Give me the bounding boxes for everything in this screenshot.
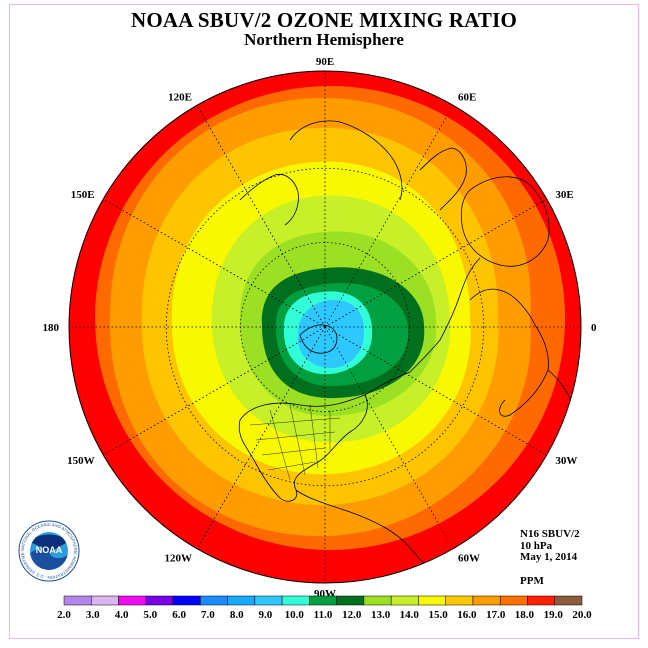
arabia-coast [460,176,550,267]
longitude-label: 30E [555,189,573,201]
colorbar: 2.0 3.0 4.0 5.0 6.0 7.0 8.0 9.0 10.0 11.0 12.0 13.0… [57,595,592,621]
meridian-line [324,326,454,549]
colorbar-swatch [227,595,256,606]
colorbar-swatch [336,595,365,606]
colorbar-tick-label: 16.0 [457,609,477,621]
greenland-atlantic-coast [364,257,481,396]
india-coast [419,147,467,211]
date-label: May 1, 2014 [520,551,578,563]
contour-band-9 [297,299,365,368]
logo-wave [30,534,68,570]
colorbar-swatch [172,595,201,606]
colorbar-tick-label: 3.0 [86,609,100,621]
colorbar-tick-label: 14.0 [400,609,420,621]
latitude-circle [165,167,485,487]
meridian-line [196,105,326,328]
colorbar-tick-label: 10.0 [285,609,305,621]
colorbar-tick-label: 17.0 [486,609,506,621]
longitude-label: 120W [165,552,193,564]
arctic-islands [299,324,338,354]
colorbar-tick-label: 15.0 [428,609,448,621]
longitude-label: 150W [67,455,95,467]
us-state-boundaries [249,404,341,481]
colorbar-swatch [63,595,92,606]
colorbar-tick-label: 11.0 [314,609,333,621]
colorbar-tick-label: 9.0 [259,609,273,621]
coastlines [238,120,576,579]
colorbar-swatch [363,595,392,606]
colorbar-tick-label: 19.0 [544,609,564,621]
north-america-coast [238,394,368,502]
logo-text: NOAA [36,545,63,555]
longitude-label: 60W [458,552,480,564]
colorbar-tick-label: 2.0 [57,609,71,621]
colorbar-tick-label: 5.0 [143,609,157,621]
meridian-line [324,198,547,328]
state-grid [249,404,341,481]
colorbar-swatch [118,595,147,606]
meridian-line [324,326,547,456]
colorbar-swatch [499,595,528,606]
colorbar-swatch [254,595,283,606]
colorbar-swatch [91,595,119,606]
meridian-line [196,326,326,549]
noaa-logo: NATIONAL OCEANIC AND ATMOSPHERIC ADMINIS… [18,520,80,582]
colorbar-tick-label: 7.0 [201,609,215,621]
colorbar-swatch [309,595,337,606]
longitude-label: 180 [43,322,60,334]
colorbar-swatch [281,595,310,606]
colorbar-tick-label: 12.0 [342,609,362,621]
map-boundary [68,70,582,584]
meridian-line [324,105,454,328]
colorbar-tick-label: 20.0 [572,609,592,621]
colorbar-tick-label: 6.0 [172,609,186,621]
colorbar-swatch [445,595,474,606]
kamchatka-coast [239,173,299,226]
satellite-label: N16 SBUV/2 [520,528,580,540]
longitude-label: 0 [591,322,597,334]
longitude-label: 150E [71,189,95,201]
longitude-label: 60E [458,92,476,104]
pressure-level-label: 10 hPa [520,540,553,552]
colorbar-tick-label: 13.0 [371,609,391,621]
colorbar-tick-label: 8.0 [230,609,244,621]
colorbar-swatch [554,595,583,606]
figure-frame [9,4,639,639]
colorbar-swatch [418,595,446,606]
colorbar-swatch [472,595,501,606]
map-subtitle: Northern Hemisphere [244,30,404,49]
meridian-line [103,198,326,328]
graticule [69,71,581,583]
map-title: NOAA SBUV/2 OZONE MIXING RATIO [131,8,517,32]
europe-coast [469,288,549,417]
east-asia-coast [289,120,403,201]
longitude-label: 120E [168,92,192,104]
colorbar-swatch [527,595,555,606]
colorbar-swatch [390,595,419,606]
meridian-line [103,326,326,456]
colorbar-tick-label: 18.0 [515,609,535,621]
longitude-label: 90E [316,56,334,68]
ozone-field [69,71,581,583]
units-label: PPM [520,575,544,587]
longitude-label: 30W [555,455,577,467]
colorbar-tick-label: 4.0 [115,609,129,621]
colorbar-swatch [145,595,174,606]
colorbar-swatch [200,595,228,606]
